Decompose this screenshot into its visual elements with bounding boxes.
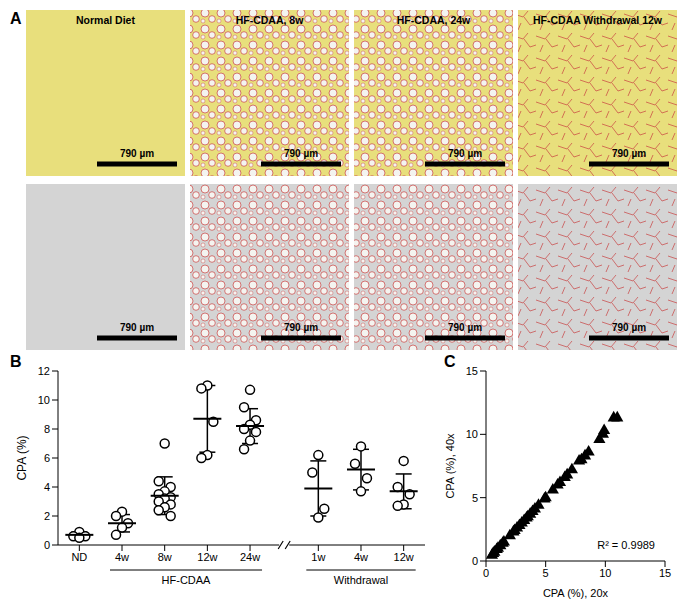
svg-text:10: 10 bbox=[466, 428, 478, 440]
svg-text:15: 15 bbox=[466, 365, 478, 377]
svg-text:8: 8 bbox=[44, 423, 50, 435]
svg-text:12: 12 bbox=[38, 365, 50, 377]
svg-text:6: 6 bbox=[44, 452, 50, 464]
svg-text:790 µm: 790 µm bbox=[612, 322, 646, 333]
svg-text:15: 15 bbox=[659, 567, 671, 579]
svg-text:CPA (%), 40x: CPA (%), 40x bbox=[444, 433, 456, 499]
html-text:C: C bbox=[444, 353, 456, 370]
svg-text:24w: 24w bbox=[240, 551, 260, 563]
svg-text:1w: 1w bbox=[311, 551, 325, 563]
svg-text:HF-CDAA: HF-CDAA bbox=[162, 574, 212, 586]
svg-text:HF-CDAA, 24w: HF-CDAA, 24w bbox=[397, 14, 471, 26]
html-text:R² = 0.9989: R² = 0.9989 bbox=[597, 539, 655, 551]
svg-text:CPA (%), 20x: CPA (%), 20x bbox=[543, 587, 609, 599]
svg-text:ND: ND bbox=[71, 551, 87, 563]
svg-text:HF-CDAA Withdrawal 12w: HF-CDAA Withdrawal 12w bbox=[533, 14, 663, 26]
svg-text:0: 0 bbox=[44, 539, 50, 551]
svg-text:10: 10 bbox=[38, 394, 50, 406]
svg-text:Normal Diet: Normal Diet bbox=[76, 14, 135, 26]
svg-text:790 µm: 790 µm bbox=[612, 148, 646, 159]
svg-text:10: 10 bbox=[599, 567, 611, 579]
svg-text:5: 5 bbox=[472, 492, 478, 504]
html-text:B: B bbox=[10, 353, 22, 370]
svg-text:790 µm: 790 µm bbox=[284, 148, 318, 159]
svg-text:790 µm: 790 µm bbox=[120, 148, 154, 159]
svg-text:0: 0 bbox=[483, 567, 489, 579]
svg-text:12w: 12w bbox=[394, 551, 414, 563]
svg-text:790 µm: 790 µm bbox=[448, 148, 482, 159]
svg-text:4: 4 bbox=[44, 481, 50, 493]
svg-text:HF-CDAA, 8w: HF-CDAA, 8w bbox=[236, 14, 304, 26]
svg-text:4w: 4w bbox=[354, 551, 368, 563]
svg-text:4w: 4w bbox=[115, 551, 129, 563]
svg-text:790 µm: 790 µm bbox=[448, 322, 482, 333]
svg-text:5: 5 bbox=[543, 567, 549, 579]
svg-text:12w: 12w bbox=[197, 551, 217, 563]
svg-text:790 µm: 790 µm bbox=[120, 322, 154, 333]
svg-text:Withdrawal: Withdrawal bbox=[334, 574, 388, 586]
svg-text:A: A bbox=[10, 10, 22, 27]
svg-text:CPA (%): CPA (%) bbox=[15, 435, 29, 480]
svg-text:790 µm: 790 µm bbox=[284, 322, 318, 333]
svg-text:2: 2 bbox=[44, 510, 50, 522]
svg-text:8w: 8w bbox=[158, 551, 172, 563]
svg-text:0: 0 bbox=[472, 555, 478, 567]
